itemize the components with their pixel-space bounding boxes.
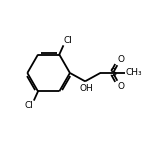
Text: O: O: [117, 55, 124, 64]
Text: S: S: [109, 68, 116, 78]
Text: Cl: Cl: [25, 101, 33, 110]
Text: OH: OH: [79, 84, 93, 93]
Text: CH₃: CH₃: [125, 68, 142, 78]
Text: O: O: [117, 82, 124, 91]
Text: Cl: Cl: [64, 36, 73, 45]
